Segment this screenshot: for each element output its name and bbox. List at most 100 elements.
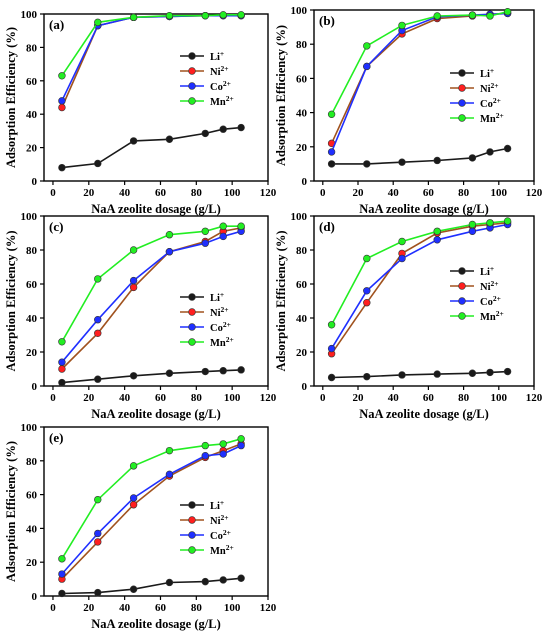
legend-marker-li — [188, 501, 196, 509]
y-tick-label: 100 — [21, 211, 38, 223]
data-point-li — [129, 372, 138, 380]
y-tick-label: 40 — [296, 108, 308, 120]
data-point-co — [327, 344, 336, 353]
x-tick-label: 20 — [353, 187, 365, 199]
data-point-li — [165, 578, 174, 587]
panel-label: (d) — [319, 219, 335, 234]
legend-marker-li — [458, 69, 466, 77]
y-tick-label: 80 — [26, 245, 38, 257]
data-point-li — [363, 372, 371, 381]
y-tick-label: 60 — [296, 279, 308, 291]
x-tick-label: 80 — [458, 392, 470, 404]
data-point-li — [363, 160, 371, 168]
data-point-li — [237, 123, 245, 132]
x-tick-label: 20 — [83, 392, 95, 404]
y-tick-label: 100 — [291, 5, 308, 17]
data-point-li — [503, 367, 512, 376]
y-tick-label: 20 — [296, 347, 308, 359]
legend-label-co: Co2+ — [480, 294, 501, 308]
y-tick-label: 60 — [26, 490, 38, 502]
data-point-li — [433, 370, 441, 378]
y-axis-label: Adsorption Efficiency (%) — [4, 441, 18, 582]
data-point-mn — [486, 12, 494, 20]
data-point-ni — [94, 329, 102, 337]
legend-label-li: Li+ — [480, 66, 494, 80]
data-point-ni — [94, 538, 102, 546]
data-point-li — [486, 368, 494, 377]
legend-label-ni: Ni2+ — [210, 305, 229, 319]
y-tick-label: 60 — [296, 73, 308, 85]
data-point-co — [165, 470, 174, 479]
x-tick-label: 100 — [491, 392, 508, 404]
legend-marker-co — [188, 531, 196, 539]
data-point-mn — [433, 12, 441, 20]
data-point-li — [327, 160, 336, 168]
x-tick-label: 120 — [260, 602, 277, 614]
data-point-mn — [165, 11, 174, 20]
data-point-li — [94, 588, 102, 597]
data-point-mn — [503, 217, 512, 225]
data-point-mn — [327, 110, 336, 119]
data-point-co — [201, 452, 209, 460]
x-tick-label: 80 — [191, 602, 203, 614]
data-point-mn — [94, 275, 102, 283]
x-axis-label: NaA zeolite dosage (g/L) — [91, 617, 221, 631]
data-point-li — [486, 148, 494, 156]
data-point-co — [433, 236, 441, 244]
legend-marker-li — [188, 293, 196, 301]
legend: Li+Ni2+Co2+Mn2+ — [450, 264, 504, 323]
y-tick-label: 0 — [302, 176, 308, 188]
y-tick-label: 0 — [32, 381, 38, 393]
legend-marker-co — [188, 323, 196, 331]
plot-frame — [43, 215, 269, 387]
data-point-mn — [201, 11, 209, 20]
legend: Li+Ni2+Co2+Mn2+ — [180, 498, 234, 557]
panel-label: (e) — [49, 430, 63, 445]
y-tick-label: 40 — [296, 313, 308, 325]
x-tick-label: 120 — [526, 392, 543, 404]
data-point-mn — [363, 254, 371, 263]
y-tick-label: 20 — [296, 142, 308, 154]
data-point-li — [58, 378, 66, 387]
x-tick-label: 40 — [119, 602, 131, 614]
data-point-li — [398, 158, 406, 166]
panel-label: (b) — [319, 13, 335, 28]
y-tick-label: 0 — [32, 591, 38, 603]
series-line-li — [61, 369, 242, 384]
y-axis-label: Adsorption Efficiency (%) — [274, 25, 288, 166]
legend-marker-ni — [188, 516, 196, 524]
x-tick-label: 80 — [191, 187, 203, 199]
legend-marker-li — [188, 52, 196, 60]
x-tick-label: 80 — [458, 187, 470, 199]
data-point-mn — [165, 446, 174, 455]
data-point-li — [58, 589, 66, 598]
x-tick-label: 120 — [526, 187, 543, 199]
x-tick-label: 20 — [353, 392, 365, 404]
data-point-li — [219, 576, 227, 584]
legend-label-ni: Ni2+ — [480, 81, 499, 95]
legend-label-li: Li+ — [210, 49, 224, 63]
x-axis-label: NaA zeolite dosage (g/L) — [91, 407, 221, 421]
data-point-co — [219, 450, 227, 458]
data-point-li — [327, 373, 336, 382]
data-point-mn — [94, 495, 102, 504]
data-point-ni — [363, 299, 371, 307]
data-point-mn — [468, 11, 477, 19]
legend-label-co: Co2+ — [210, 79, 231, 93]
y-tick-label: 40 — [26, 523, 38, 535]
legend-label-ni: Ni2+ — [210, 64, 229, 78]
data-point-co — [398, 254, 406, 263]
data-point-mn — [433, 227, 441, 236]
x-axis-label: NaA zeolite dosage (g/L) — [359, 407, 489, 421]
x-tick-label: 60 — [155, 392, 167, 404]
y-tick-label: 60 — [26, 76, 38, 88]
data-point-mn — [486, 219, 494, 227]
data-point-li — [129, 137, 138, 145]
x-tick-label: 60 — [155, 187, 167, 199]
data-point-li — [201, 129, 209, 138]
data-point-co — [58, 570, 66, 578]
